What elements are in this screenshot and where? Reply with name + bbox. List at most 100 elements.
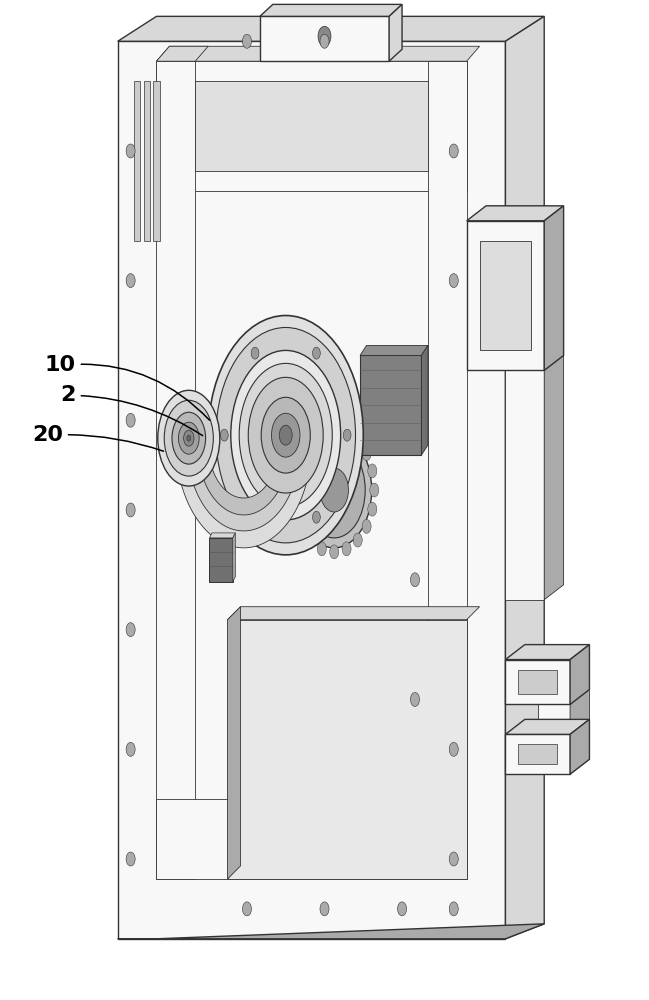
- Text: 10: 10: [45, 355, 210, 420]
- Circle shape: [184, 430, 194, 446]
- Circle shape: [306, 433, 315, 447]
- Circle shape: [178, 422, 199, 454]
- Polygon shape: [360, 355, 421, 455]
- Text: 2: 2: [60, 385, 202, 436]
- Circle shape: [239, 363, 332, 507]
- Polygon shape: [228, 607, 480, 620]
- Circle shape: [362, 447, 371, 461]
- Circle shape: [289, 483, 299, 497]
- Polygon shape: [421, 345, 428, 455]
- Circle shape: [317, 542, 326, 556]
- Circle shape: [368, 464, 377, 478]
- Polygon shape: [506, 734, 570, 774]
- Polygon shape: [143, 81, 150, 241]
- Polygon shape: [197, 407, 290, 515]
- Circle shape: [313, 347, 321, 359]
- Circle shape: [333, 493, 342, 507]
- Polygon shape: [156, 61, 195, 879]
- Circle shape: [251, 347, 259, 359]
- Circle shape: [353, 433, 362, 447]
- Circle shape: [291, 502, 300, 516]
- Polygon shape: [506, 370, 545, 600]
- Polygon shape: [117, 924, 545, 939]
- Polygon shape: [156, 799, 467, 879]
- Circle shape: [243, 902, 251, 916]
- Circle shape: [330, 545, 339, 559]
- Circle shape: [449, 902, 458, 916]
- Polygon shape: [195, 81, 428, 171]
- Circle shape: [353, 533, 362, 547]
- Circle shape: [320, 902, 329, 916]
- Circle shape: [172, 412, 206, 464]
- Circle shape: [126, 742, 135, 756]
- Circle shape: [342, 424, 351, 438]
- Polygon shape: [570, 645, 589, 704]
- Polygon shape: [134, 81, 140, 241]
- Circle shape: [306, 533, 315, 547]
- Polygon shape: [260, 16, 389, 61]
- Circle shape: [126, 503, 135, 517]
- Polygon shape: [480, 241, 532, 350]
- Polygon shape: [233, 533, 236, 582]
- Circle shape: [271, 413, 300, 457]
- Circle shape: [216, 327, 356, 543]
- Circle shape: [231, 350, 341, 520]
- Polygon shape: [519, 670, 557, 694]
- Polygon shape: [506, 660, 570, 704]
- Circle shape: [251, 511, 259, 523]
- Polygon shape: [506, 355, 563, 370]
- Circle shape: [126, 413, 135, 427]
- Circle shape: [343, 429, 351, 441]
- Circle shape: [449, 274, 458, 288]
- Text: 20: 20: [32, 425, 164, 451]
- Circle shape: [318, 26, 331, 46]
- Circle shape: [320, 468, 349, 512]
- Polygon shape: [519, 744, 557, 764]
- Circle shape: [291, 464, 300, 478]
- Circle shape: [449, 742, 458, 756]
- Circle shape: [398, 902, 406, 916]
- Circle shape: [410, 692, 419, 706]
- Polygon shape: [117, 16, 545, 41]
- Polygon shape: [156, 46, 208, 61]
- Circle shape: [297, 519, 306, 533]
- Polygon shape: [176, 391, 312, 548]
- Circle shape: [187, 435, 191, 441]
- Polygon shape: [187, 399, 300, 531]
- Polygon shape: [570, 689, 589, 774]
- Circle shape: [317, 424, 326, 438]
- Polygon shape: [228, 607, 241, 879]
- Circle shape: [279, 425, 292, 445]
- Circle shape: [208, 316, 363, 555]
- Polygon shape: [506, 719, 589, 734]
- Circle shape: [261, 397, 310, 473]
- Polygon shape: [506, 16, 545, 939]
- Circle shape: [243, 34, 251, 48]
- Circle shape: [158, 390, 220, 486]
- Polygon shape: [156, 61, 467, 191]
- Circle shape: [126, 144, 135, 158]
- Circle shape: [370, 483, 379, 497]
- Polygon shape: [153, 81, 160, 241]
- Circle shape: [342, 542, 351, 556]
- Polygon shape: [538, 704, 570, 774]
- Circle shape: [164, 400, 214, 476]
- Circle shape: [249, 377, 323, 493]
- Circle shape: [297, 432, 372, 548]
- Polygon shape: [545, 206, 563, 370]
- Circle shape: [368, 502, 377, 516]
- Polygon shape: [467, 206, 563, 221]
- Circle shape: [221, 429, 228, 441]
- Polygon shape: [156, 46, 480, 61]
- Circle shape: [449, 852, 458, 866]
- Circle shape: [313, 511, 321, 523]
- Polygon shape: [210, 538, 233, 582]
- Polygon shape: [228, 620, 467, 879]
- Polygon shape: [428, 61, 467, 879]
- Circle shape: [449, 144, 458, 158]
- Polygon shape: [467, 221, 545, 370]
- Circle shape: [297, 447, 306, 461]
- Circle shape: [126, 852, 135, 866]
- Circle shape: [320, 34, 329, 48]
- Circle shape: [410, 573, 419, 587]
